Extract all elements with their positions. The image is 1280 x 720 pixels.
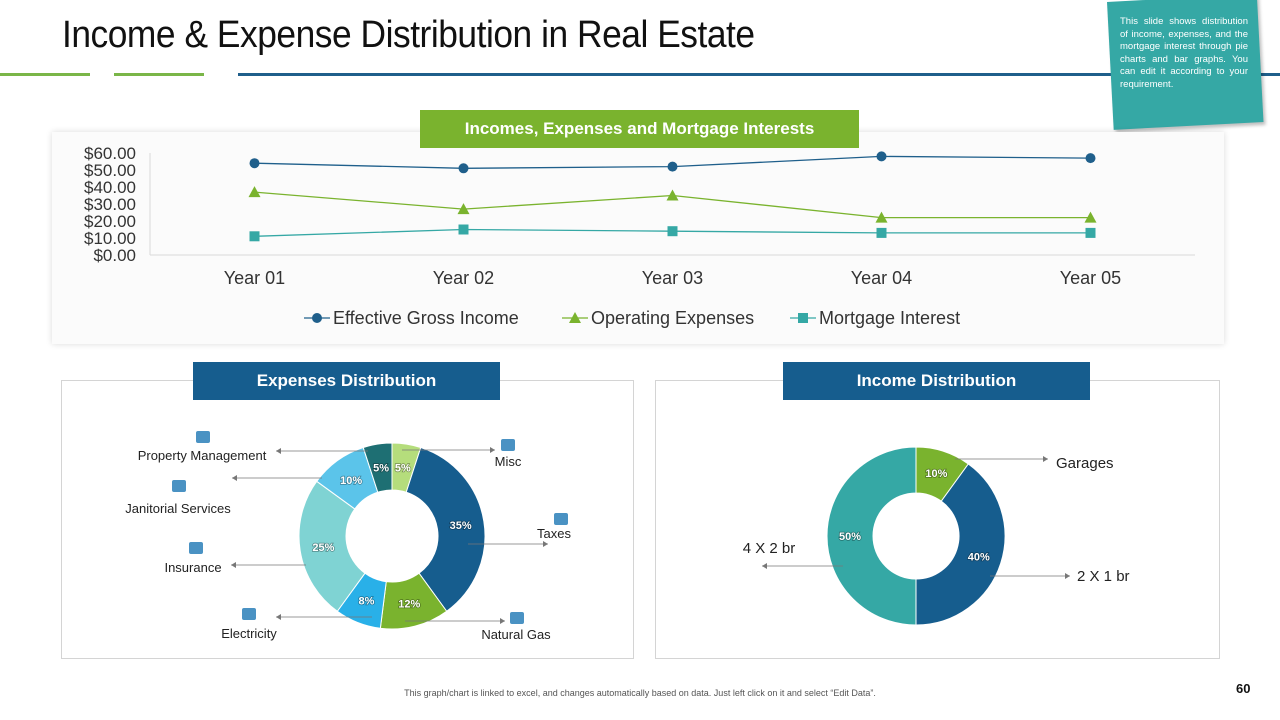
legend-marker — [312, 313, 322, 323]
data-label: 35% — [450, 520, 472, 532]
callout-label: Property Management — [138, 448, 267, 463]
fuel-pump-icon-shape — [510, 612, 524, 624]
data-point — [248, 186, 261, 198]
income-slice-4-x-2-br — [826, 446, 917, 626]
callout-label: Taxes — [537, 526, 571, 541]
title-rule-green-1 — [0, 73, 90, 76]
callout-label: 4 X 2 br — [743, 540, 796, 557]
callout-arrow — [1043, 456, 1048, 462]
y-tick-label: $10.00 — [84, 229, 136, 248]
callout-label: Natural Gas — [481, 627, 551, 642]
data-point — [249, 231, 260, 242]
data-point — [666, 189, 679, 201]
callout-arrow — [231, 562, 236, 568]
page-number: 60 — [1236, 681, 1251, 696]
x-tick-label: Year 04 — [851, 268, 912, 288]
callout-arrow — [276, 448, 281, 454]
data-label: 50% — [839, 531, 861, 543]
data-point — [1085, 153, 1096, 164]
callout-label: Misc — [495, 454, 522, 469]
y-tick-label: $60.00 — [84, 144, 136, 163]
expenses-chart-title: Expenses Distribution — [193, 362, 500, 400]
legend-marker — [569, 312, 581, 323]
x-tick-label: Year 02 — [433, 268, 494, 288]
series-effective-gross-income — [249, 151, 1096, 174]
signal-bars-icon-shape — [501, 439, 515, 451]
callout-label: Insurance — [164, 560, 221, 575]
data-point — [876, 227, 887, 238]
y-tick-label: $0.00 — [93, 246, 136, 265]
data-label: 40% — [968, 551, 990, 563]
callout-label: Janitorial Services — [125, 501, 231, 516]
y-tick-label: $30.00 — [84, 195, 136, 214]
data-point — [458, 163, 469, 174]
callout-arrow — [543, 541, 548, 547]
insurance-icon — [189, 542, 203, 554]
x-tick-label: Year 05 — [1060, 268, 1121, 288]
sticky-note-text: This slide shows distribution of income,… — [1120, 16, 1248, 90]
data-point — [457, 203, 470, 215]
data-label: 10% — [925, 468, 947, 480]
data-point — [1084, 211, 1097, 223]
tax-bag-icon-shape — [554, 513, 568, 525]
data-point — [667, 226, 678, 237]
insurance-icon-shape — [189, 542, 203, 554]
callout-arrow — [232, 475, 237, 481]
data-label: 25% — [312, 542, 334, 554]
legend-label: Effective Gross Income — [333, 308, 519, 328]
y-tick-label: $40.00 — [84, 178, 136, 197]
data-label: 10% — [340, 475, 362, 487]
donut-charts[interactable]: 5% 35% 12% 8% 25% 10% 5% Misc Taxes Natural Gas El… — [0, 400, 1280, 660]
legend-marker — [798, 313, 808, 323]
expenses-slice-insurance — [298, 480, 366, 612]
x-tick-label: Year 03 — [642, 268, 703, 288]
house-icon-shape — [242, 608, 256, 620]
callout-arrow — [762, 563, 767, 569]
callout-arrow — [1065, 573, 1070, 579]
callout-label: 2 X 1 br — [1077, 568, 1130, 585]
cleaning-icon — [172, 480, 186, 492]
callout-arrow — [276, 614, 281, 620]
y-tick-label: $50.00 — [84, 161, 136, 180]
building-icon-shape — [196, 431, 210, 443]
signal-bars-icon — [501, 439, 515, 451]
data-label: 5% — [395, 462, 411, 474]
income-chart-title: Income Distribution — [783, 362, 1090, 400]
data-label: 5% — [373, 462, 389, 474]
house-icon — [242, 608, 256, 620]
x-tick-label: Year 01 — [224, 268, 285, 288]
slide-title: Income & Expense Distribution in Real Es… — [62, 14, 755, 56]
data-point — [1085, 227, 1096, 238]
line-chart-title: Incomes, Expenses and Mortgage Interests — [420, 110, 859, 148]
data-label: 8% — [358, 596, 374, 608]
series-operating-expenses — [248, 186, 1097, 223]
data-point — [458, 224, 469, 235]
tax-bag-icon — [554, 513, 568, 525]
title-rule-green-2 — [114, 73, 204, 76]
data-point — [249, 158, 260, 169]
cleaning-icon-shape — [172, 480, 186, 492]
fuel-pump-icon — [510, 612, 524, 624]
callout-arrow — [500, 618, 505, 624]
footer-note: This graph/chart is linked to excel, and… — [404, 688, 876, 698]
data-point — [667, 161, 678, 172]
legend-label: Operating Expenses — [591, 308, 754, 328]
callout-arrow — [490, 447, 495, 453]
line-chart[interactable]: $0.00$10.00$20.00$30.00$40.00$50.00$60.0… — [0, 0, 1280, 360]
income-slice-2-x-1-br — [915, 463, 1006, 626]
callout-label: Electricity — [221, 626, 277, 641]
expenses-slice-taxes — [405, 446, 486, 612]
expenses-slice-property-management — [362, 442, 393, 493]
series-mortgage-interest — [249, 224, 1096, 242]
legend-label: Mortgage Interest — [819, 308, 960, 328]
data-point — [876, 151, 887, 162]
data-label: 12% — [398, 598, 420, 610]
callout-label: Garages — [1056, 455, 1114, 472]
y-tick-label: $20.00 — [84, 212, 136, 231]
title-rule-blue — [238, 73, 1280, 76]
building-icon — [196, 431, 210, 443]
data-point — [875, 211, 888, 223]
